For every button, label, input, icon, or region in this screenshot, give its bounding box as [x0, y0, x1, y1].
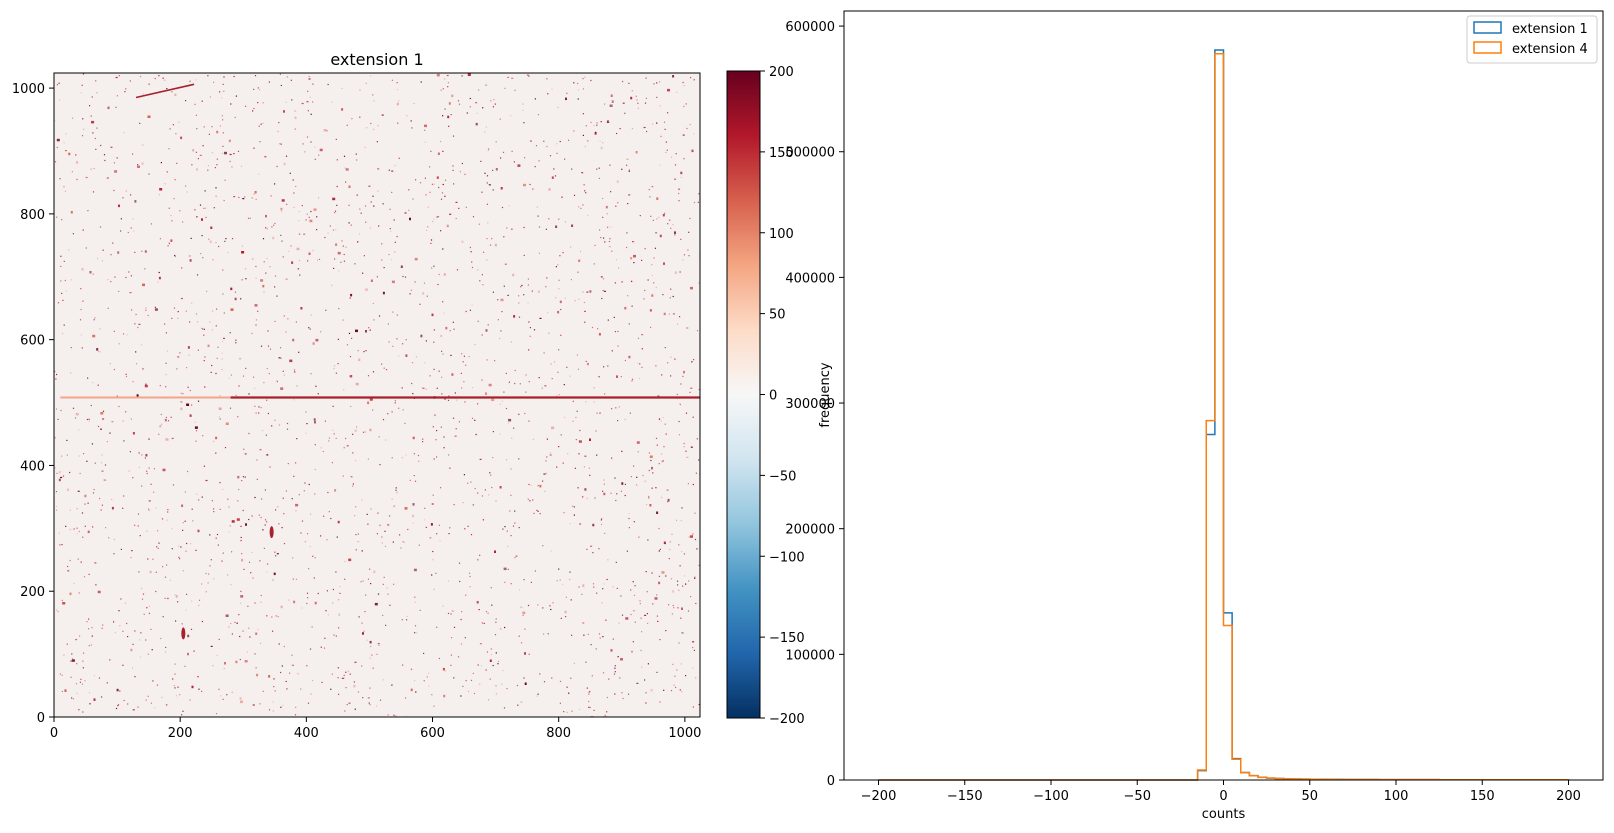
- histogram-x-tick-label: 100: [1384, 789, 1409, 804]
- image-x-tick-label: 1000: [668, 726, 701, 741]
- histogram-y-tick-label: 200000: [785, 523, 835, 538]
- colorbar-tick-label: 150: [769, 146, 794, 161]
- colorbar-tick-label: −100: [769, 550, 805, 565]
- image-panel: extension 1 0 200 400 600 800 1000 0 200 400 600…: [12, 50, 702, 741]
- colorbar-tick-label: 0: [769, 389, 777, 404]
- image-x-tick-label: 200: [168, 726, 193, 741]
- colorbar-tick-label: 50: [769, 308, 786, 323]
- image-y-tick-label: 1000: [12, 82, 45, 97]
- colorbar-gradient: [726, 70, 761, 719]
- histogram-x-tick-label: 150: [1470, 789, 1495, 804]
- bright-blob: [269, 526, 274, 539]
- histogram-x-tick-label: 50: [1301, 789, 1318, 804]
- image-x-tick-label: 400: [294, 726, 319, 741]
- colorbar-tick-label: −200: [769, 712, 805, 727]
- image-y-tick-label: 0: [37, 711, 45, 726]
- histogram-y-axis: 0 100000 200000 300000 400000 500000 600000: [785, 20, 844, 789]
- colorbar-tick-label: −50: [769, 469, 796, 484]
- image-x-axis: 0 200 400 600 800 1000: [50, 717, 701, 741]
- legend-label-extension-4: extension 4: [1512, 42, 1588, 57]
- image-features: [60, 83, 700, 640]
- colorbar-tick-label: 200: [769, 65, 794, 80]
- histogram-panel: −200 −150 −100 −50 0 50 100 150 200 0 100000 20000…: [785, 10, 1604, 822]
- histogram-y-tick-label: 400000: [785, 271, 835, 286]
- legend-box: [1466, 15, 1598, 64]
- legend-label-extension-1: extension 1: [1512, 22, 1588, 37]
- bright-blob: [181, 627, 186, 640]
- image-y-axis: 0 200 400 600 800 1000: [12, 82, 54, 726]
- histogram-y-tick-label: 600000: [785, 20, 835, 35]
- image-x-tick-label: 600: [420, 726, 445, 741]
- histogram-x-tick-label: 200: [1556, 789, 1581, 804]
- image-y-tick-label: 600: [20, 334, 45, 349]
- histogram-x-tick-label: 0: [1219, 789, 1227, 804]
- image-x-tick-label: 800: [546, 726, 571, 741]
- histogram-ylabel: frequency: [818, 362, 833, 428]
- colorbar-ticks: 200 150 100 50 0 −50 −100 −150 −200: [760, 65, 805, 727]
- diagonal-streak: [135, 83, 195, 99]
- histogram-x-tick-label: −150: [947, 789, 983, 804]
- image-x-tick-label: 0: [50, 726, 58, 741]
- histogram-y-tick-label: 500000: [785, 146, 835, 161]
- histogram-y-tick-label: 0: [827, 774, 835, 789]
- histogram-xlabel: counts: [1202, 807, 1246, 822]
- image-background: [54, 73, 700, 717]
- histogram-x-tick-label: −50: [1124, 789, 1151, 804]
- image-y-tick-label: 800: [20, 208, 45, 223]
- image-plot-area: [54, 73, 700, 717]
- histogram-y-tick-label: 100000: [785, 648, 835, 663]
- image-speckles: [54, 73, 700, 717]
- image-y-tick-label: 400: [20, 459, 45, 474]
- histogram-y-tick-label: 300000: [785, 397, 835, 412]
- histogram-x-tick-label: −100: [1033, 789, 1069, 804]
- image-frame: [53, 72, 701, 718]
- legend-swatch-extension-1: [1473, 21, 1502, 34]
- colorbar-tick-label: 100: [769, 227, 794, 242]
- image-title: extension 1: [330, 50, 423, 69]
- histogram-x-axis: −200 −150 −100 −50 0 50 100 150 200: [861, 780, 1581, 804]
- histogram-x-tick-label: −200: [861, 789, 897, 804]
- legend-swatch-extension-4: [1473, 41, 1502, 54]
- colorbar-tick-label: −150: [769, 631, 805, 646]
- image-y-tick-label: 200: [20, 585, 45, 600]
- colorbar: 200 150 100 50 0 −50 −100 −150 −200: [726, 65, 805, 727]
- histogram-legend: extension 1 extension 4: [1466, 15, 1598, 64]
